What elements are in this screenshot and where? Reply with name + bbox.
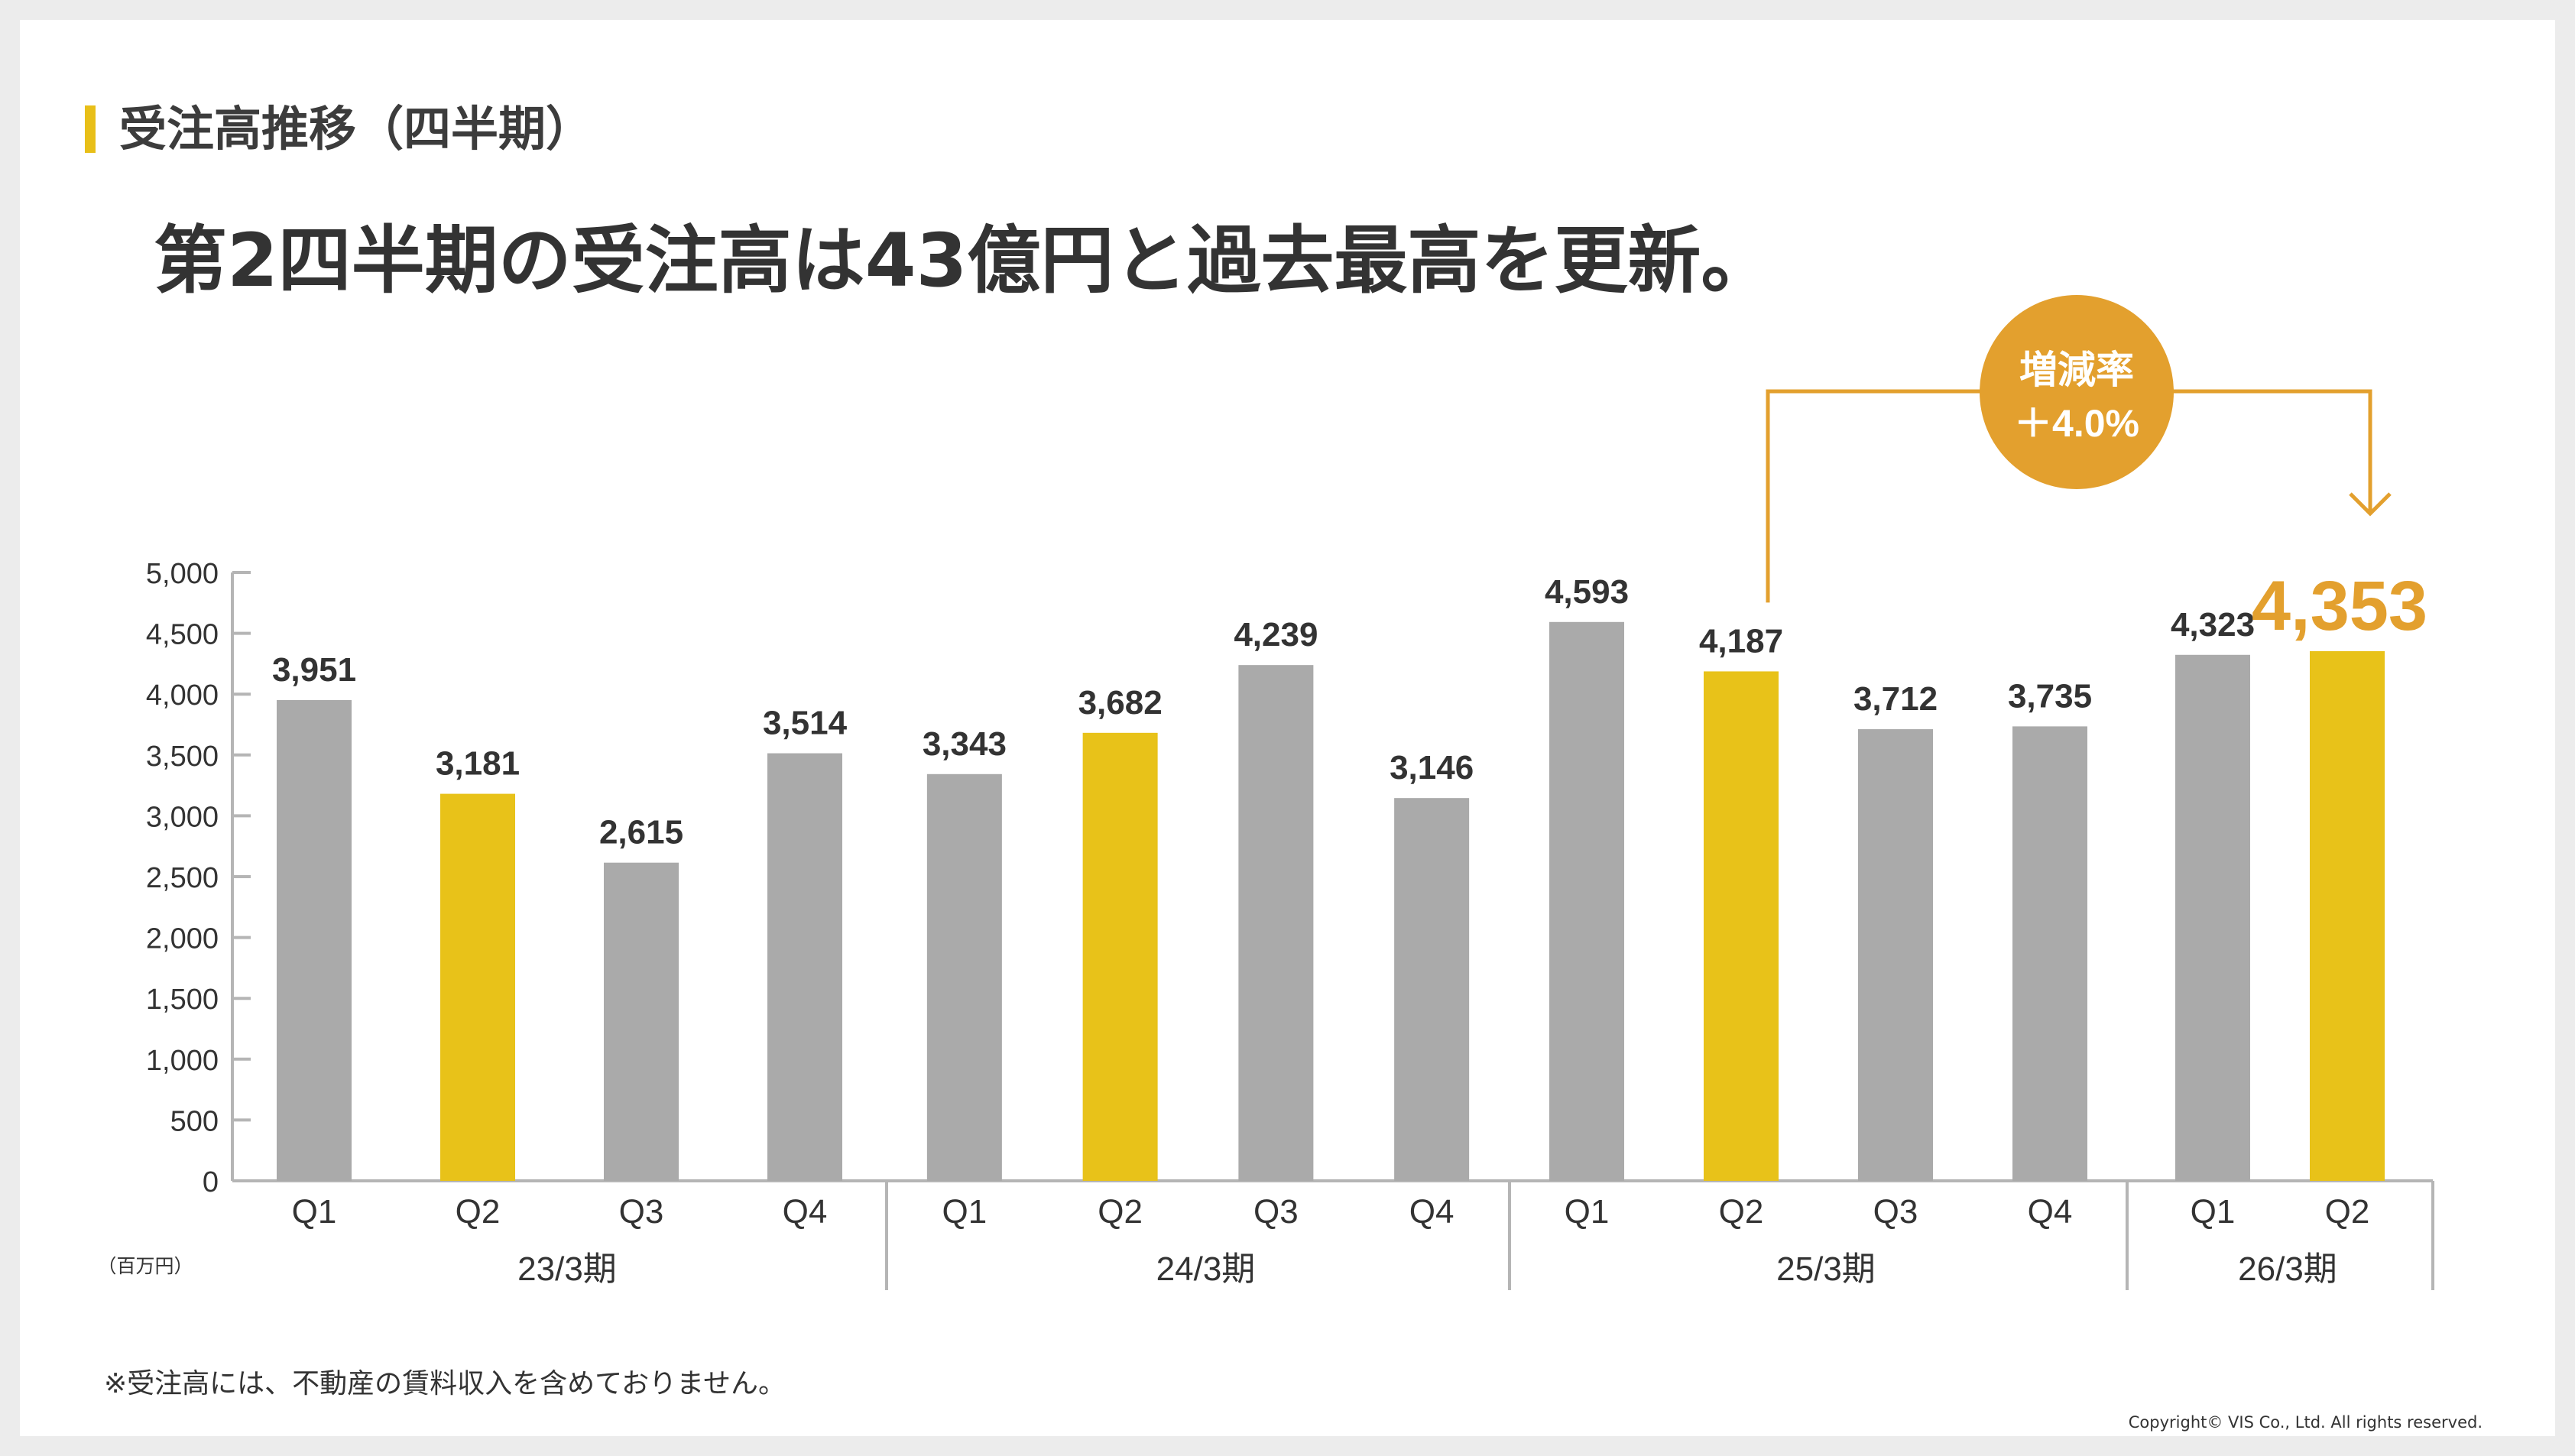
bar-24/3期-Q1 xyxy=(926,773,1002,1181)
data-label: 3,146 xyxy=(1390,749,1474,786)
group-label: 26/3期 xyxy=(2238,1250,2337,1288)
y-tick-label: 2,500 xyxy=(146,862,219,894)
data-label: 3,181 xyxy=(436,745,520,783)
data-label: 4,239 xyxy=(1234,616,1318,653)
x-tick-label: Q1 xyxy=(1565,1193,1610,1231)
bar-23/3期-Q3 xyxy=(604,862,679,1181)
bar-24/3期-Q2 xyxy=(1082,732,1158,1181)
bar-25/3期-Q1 xyxy=(1549,621,1624,1181)
bar-26/3期-Q2 xyxy=(2310,651,2385,1181)
group-label: 24/3期 xyxy=(1156,1250,1256,1288)
x-tick-label: Q1 xyxy=(292,1193,337,1231)
y-tick-label: 5,000 xyxy=(146,558,219,590)
x-tick-label: Q1 xyxy=(942,1193,988,1231)
arrow-down-icon xyxy=(2349,492,2392,517)
bar-23/3期-Q2 xyxy=(440,793,515,1181)
x-tick-label: Q2 xyxy=(2325,1193,2370,1231)
data-label: 3,343 xyxy=(923,725,1007,763)
change-rate-bubble xyxy=(1980,295,2174,489)
x-tick-label: Q4 xyxy=(2028,1193,2073,1231)
section-title: 受注高推移（四半期） xyxy=(119,101,594,157)
headline: 第2四半期の受注高は43億円と過去最高を更新。 xyxy=(154,218,1775,303)
data-label: 3,735 xyxy=(2008,677,2092,715)
bar-24/3期-Q3 xyxy=(1238,665,1314,1181)
y-tick-label: 3,500 xyxy=(146,741,219,773)
change-rate-title: 増減率 xyxy=(2019,349,2134,391)
x-tick-label: Q2 xyxy=(1719,1193,1764,1231)
bar-25/3期-Q2 xyxy=(1704,671,1779,1181)
y-tick-label: 4,500 xyxy=(146,619,219,651)
bar-23/3期-Q4 xyxy=(767,753,842,1181)
section-accent-bar xyxy=(85,105,96,153)
data-label: 3,951 xyxy=(272,651,356,689)
y-tick-label: 3,000 xyxy=(146,801,219,833)
x-tick-label: Q3 xyxy=(1253,1193,1299,1231)
y-tick-label: 1,500 xyxy=(146,984,219,1016)
bar-24/3期-Q4 xyxy=(1394,798,1470,1181)
bar-25/3期-Q4 xyxy=(2012,726,2087,1181)
x-tick-label: Q4 xyxy=(783,1193,828,1231)
slide: 受注高推移（四半期） 第2四半期の受注高は43億円と過去最高を更新。 ※受注高に… xyxy=(20,20,2555,1436)
bar-25/3期-Q3 xyxy=(1858,729,1933,1181)
x-tick-label: Q1 xyxy=(2191,1193,2236,1231)
x-tick-label: Q3 xyxy=(1873,1193,1918,1231)
bar-23/3期-Q1 xyxy=(277,700,352,1181)
group-label: 25/3期 xyxy=(1776,1250,1876,1288)
footnote: ※受注高には、不動産の賃料収入を含めておりません。 xyxy=(104,1368,786,1399)
y-tick-label: 4,000 xyxy=(146,679,219,712)
bar-26/3期-Q1 xyxy=(2175,654,2250,1181)
data-label: 3,712 xyxy=(1853,680,1938,718)
x-tick-label: Q3 xyxy=(619,1193,664,1231)
copyright: Copyright© VIS Co., Ltd. All rights rese… xyxy=(2128,1413,2483,1432)
data-label: 3,514 xyxy=(763,705,848,742)
x-tick-label: Q2 xyxy=(1098,1193,1143,1231)
y-tick-label: 0 xyxy=(203,1166,219,1198)
data-label: 4,323 xyxy=(2171,606,2255,644)
y-tick-label: 1,000 xyxy=(146,1045,219,1077)
data-label: 4,593 xyxy=(1545,573,1629,611)
data-label: 3,682 xyxy=(1078,684,1163,722)
y-tick-label: 500 xyxy=(170,1105,219,1137)
change-rate-value: ＋4.0% xyxy=(2014,402,2139,445)
group-label: 23/3期 xyxy=(517,1250,617,1288)
y-tick-label: 2,000 xyxy=(146,923,219,955)
x-tick-label: Q4 xyxy=(1409,1193,1455,1231)
data-label: 2,615 xyxy=(599,814,683,851)
x-tick-label: Q2 xyxy=(456,1193,501,1231)
data-label: 4,187 xyxy=(1699,622,1783,660)
data-label-emphasized: 4,353 xyxy=(2252,567,2427,645)
y-unit-label: （百万円） xyxy=(97,1256,193,1277)
